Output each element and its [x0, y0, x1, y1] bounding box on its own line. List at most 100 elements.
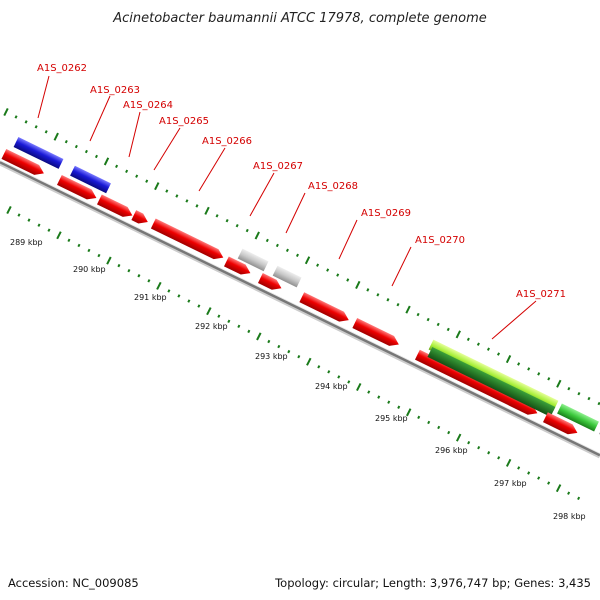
- ring-tick: [287, 349, 291, 354]
- locus-label: A1S_0270: [415, 235, 465, 246]
- genome-backbone: [0, 160, 600, 459]
- ring-tick: [467, 440, 471, 445]
- ring-tick: [466, 337, 470, 341]
- ring-tick: [227, 319, 231, 323]
- ring-tick: [87, 248, 91, 253]
- ring-tick: [295, 253, 299, 257]
- gene-feature: [70, 165, 111, 194]
- ring-tick: [137, 274, 141, 278]
- locus-labels: A1S_0262 A1S_0263 A1S_0264 A1S_0265 A1S_…: [37, 63, 566, 300]
- ring-tick: [127, 268, 131, 273]
- map-title: Acinetobacter baumannii ATCC 17978, comp…: [112, 11, 487, 26]
- ring-tick: [517, 466, 521, 470]
- ring-tick: [237, 324, 241, 329]
- ring-tick: [154, 182, 160, 191]
- ring-tick: [115, 164, 119, 169]
- ring-tick: [486, 347, 490, 351]
- scale-label: 298 kbp: [553, 512, 586, 521]
- locus-label: A1S_0265: [159, 116, 209, 127]
- ring-tick: [477, 446, 481, 450]
- ring-tick: [285, 248, 289, 253]
- ring-tick: [247, 329, 251, 334]
- gene-feature: [131, 210, 148, 224]
- ring-tick: [547, 481, 551, 485]
- gene-feature: [96, 194, 133, 217]
- ring-tick: [436, 322, 440, 327]
- ring-tick: [317, 365, 321, 369]
- locus-leader-line: [128, 111, 141, 158]
- ring-tick: [185, 199, 189, 203]
- ring-tick: [64, 139, 68, 144]
- ring-tick: [277, 344, 281, 349]
- gene-feature: [414, 349, 538, 415]
- ring-tick: [197, 304, 201, 308]
- ring-tick: [505, 458, 512, 467]
- ring-tick: [156, 281, 162, 290]
- inner-ring-ticks: [6, 205, 581, 500]
- ring-tick: [106, 256, 112, 265]
- locus-leader-line: [338, 219, 358, 260]
- ring-tick: [416, 312, 420, 317]
- ring-tick: [14, 115, 18, 119]
- locus-leader-line: [491, 300, 537, 340]
- ring-tick: [37, 223, 41, 227]
- locus-leader-line: [391, 246, 412, 287]
- ring-tick: [455, 433, 462, 442]
- ring-tick: [135, 174, 139, 178]
- gene-feature: [542, 412, 578, 435]
- gene-feature: [272, 265, 302, 288]
- ring-tick: [74, 144, 78, 149]
- ring-tick: [487, 451, 491, 455]
- ring-tick: [597, 401, 600, 406]
- ring-tick: [327, 370, 331, 374]
- ring-tick: [177, 294, 181, 298]
- scale-label: 297 kbp: [494, 479, 527, 488]
- ring-tick: [527, 367, 531, 371]
- ring-tick: [397, 405, 401, 409]
- ring-tick: [206, 307, 212, 316]
- gene-feature: [223, 256, 251, 275]
- ring-tick: [347, 380, 351, 384]
- ring-tick: [175, 194, 179, 198]
- ring-tick: [53, 132, 59, 141]
- ring-tick: [125, 169, 129, 173]
- locus-leader-line: [285, 192, 306, 234]
- ring-tick: [47, 228, 51, 232]
- ring-tick: [496, 352, 501, 356]
- ring-tick: [336, 273, 340, 277]
- ring-tick: [527, 471, 531, 475]
- locus-leaders: [37, 75, 537, 340]
- ring-tick: [417, 415, 421, 420]
- ring-tick: [367, 390, 371, 394]
- scale-label: 296 kbp: [435, 446, 468, 455]
- ring-tick: [97, 253, 101, 258]
- ring-tick: [326, 268, 330, 272]
- ring-tick: [556, 379, 562, 388]
- scale-labels: 289 kbp 290 kbp 291 kbp 292 kbp 293 kbp …: [10, 238, 586, 521]
- ring-tick: [3, 107, 9, 117]
- ring-tick: [94, 154, 98, 159]
- scale-label: 289 kbp: [10, 238, 43, 247]
- ring-tick: [567, 491, 571, 495]
- ring-tick: [537, 372, 541, 376]
- ring-tick: [577, 496, 581, 500]
- ring-tick: [147, 279, 151, 283]
- ring-tick: [497, 456, 501, 460]
- scale-label: 295 kbp: [375, 414, 408, 423]
- ring-tick: [165, 189, 169, 193]
- gene-feature: [56, 174, 97, 200]
- ring-tick: [27, 218, 31, 222]
- ring-tick: [547, 377, 551, 381]
- ring-tick: [215, 214, 219, 218]
- ring-tick: [366, 288, 370, 292]
- ring-tick: [117, 263, 121, 268]
- ring-tick: [355, 280, 361, 289]
- ring-tick: [476, 342, 480, 346]
- ring-tick: [17, 213, 21, 217]
- locus-label: A1S_0263: [90, 85, 140, 96]
- ring-tick: [517, 362, 521, 366]
- ring-tick: [304, 256, 311, 265]
- scale-label: 293 kbp: [255, 352, 288, 361]
- gene-feature: [299, 292, 349, 322]
- ring-tick: [77, 243, 81, 248]
